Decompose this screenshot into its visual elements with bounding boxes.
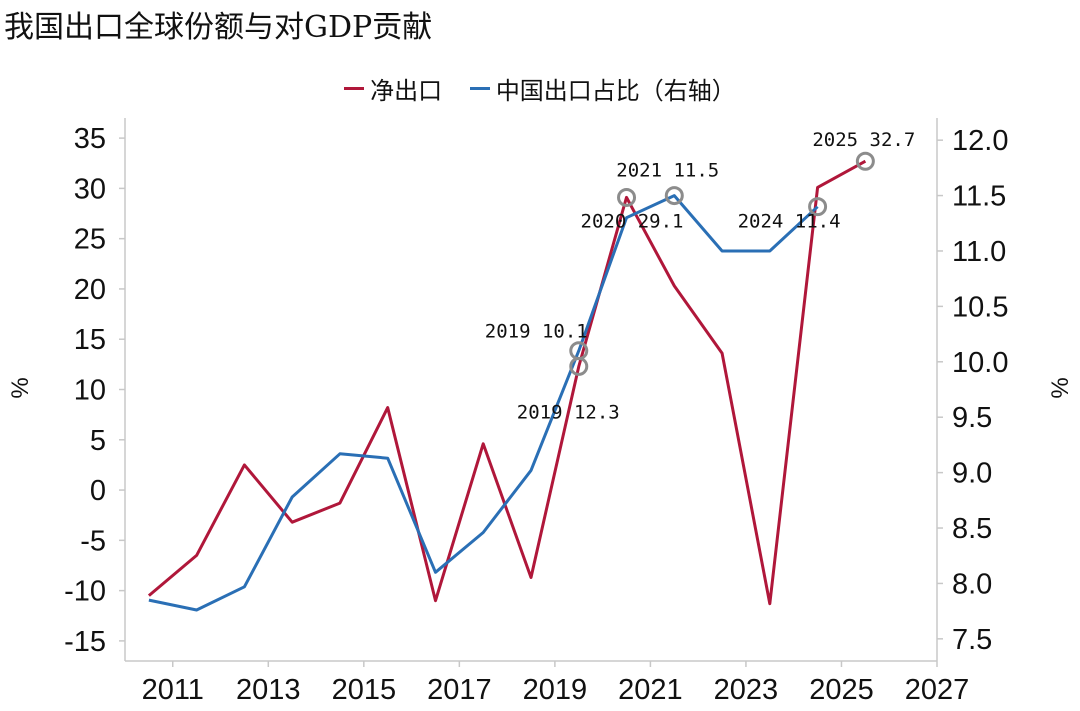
x-tick-label: 2015 xyxy=(332,674,397,706)
y-tick-label-left: 0 xyxy=(90,475,106,507)
x-tick-label: 2011 xyxy=(142,674,204,706)
annotation-label: 2020 29.1 xyxy=(581,210,684,232)
chart-title: 我国出口全球份额与对GDP贡献 xyxy=(4,10,433,45)
y-tick-label-right: 7.5 xyxy=(952,624,992,656)
x-tick-label: 2027 xyxy=(905,674,970,706)
legend-swatch-export-share xyxy=(469,87,490,90)
y-tick-label-left: -10 xyxy=(64,576,106,608)
y-tick-label-right: 8.0 xyxy=(952,568,992,600)
x-tick-label: 2023 xyxy=(714,674,779,706)
y-tick-label-left: 20 xyxy=(74,274,106,306)
y-axis-label-right: % xyxy=(1047,377,1074,398)
y-tick-label-left: 35 xyxy=(74,123,106,155)
series-line-export-share xyxy=(148,194,819,612)
annotation-label: 2019 12.3 xyxy=(517,401,620,423)
annotation-marker xyxy=(617,187,637,207)
y-tick-label-left: 25 xyxy=(74,224,106,256)
axes: 2011 2013 2015 2017 2019 2021 2023 2025 2027-15-… xyxy=(64,118,1008,706)
x-tick-label: 2019 xyxy=(523,674,588,706)
y-tick-label-right: 12.0 xyxy=(952,125,1008,157)
legend-label-net-exports: 净出口 xyxy=(370,77,443,105)
y-axis-label-left: % xyxy=(7,377,34,398)
series-layer xyxy=(147,159,867,612)
legend-label-export-share: 中国出口占比（右轴） xyxy=(495,77,736,105)
x-tick-label: 2013 xyxy=(236,674,301,706)
y-tick-label-right: 10.0 xyxy=(952,347,1008,379)
annotation-marker xyxy=(569,341,589,361)
annotation-marker xyxy=(808,197,828,217)
annotation-marker xyxy=(855,151,875,171)
legend-swatch-net-exports xyxy=(344,87,365,90)
annotation-label: 2021 11.5 xyxy=(616,160,719,182)
legend: 净出口 中国出口占比（右轴） xyxy=(0,68,1080,106)
legend-item-net-exports: 净出口 xyxy=(344,71,442,106)
annotation-label: 2024 11.4 xyxy=(738,211,841,233)
annotation-layer: 2019 12.3 2019 10.1 2020 29.1 2021 11.5 2024… xyxy=(485,129,916,423)
series-line-net-exports xyxy=(147,159,867,606)
annotation-marker xyxy=(664,186,684,206)
x-tick-label: 2021 xyxy=(618,674,683,706)
y-tick-label-left: -15 xyxy=(64,626,106,658)
legend-item-export-share: 中国出口占比（右轴） xyxy=(469,71,736,106)
y-tick-label-left: 5 xyxy=(90,425,106,457)
annotation-label: 2019 10.1 xyxy=(485,321,588,343)
x-tick-label: 2017 xyxy=(427,674,492,706)
y-tick-label-left: 10 xyxy=(74,375,106,407)
y-tick-label-right: 10.5 xyxy=(952,291,1008,323)
y-tick-label-right: 9.5 xyxy=(952,402,992,434)
x-tick-label: 2025 xyxy=(809,674,874,706)
y-tick-label-left: 30 xyxy=(74,173,106,205)
y-tick-label-left: 15 xyxy=(74,324,106,356)
y-tick-label-right: 9.0 xyxy=(952,458,992,490)
y-tick-label-right: 11.0 xyxy=(952,236,1006,268)
annotation-label: 2025 32.7 xyxy=(812,129,915,151)
y-tick-label-left: -5 xyxy=(80,525,106,557)
y-tick-label-right: 11.5 xyxy=(952,181,1006,213)
y-tick-label-right: 8.5 xyxy=(952,513,992,545)
